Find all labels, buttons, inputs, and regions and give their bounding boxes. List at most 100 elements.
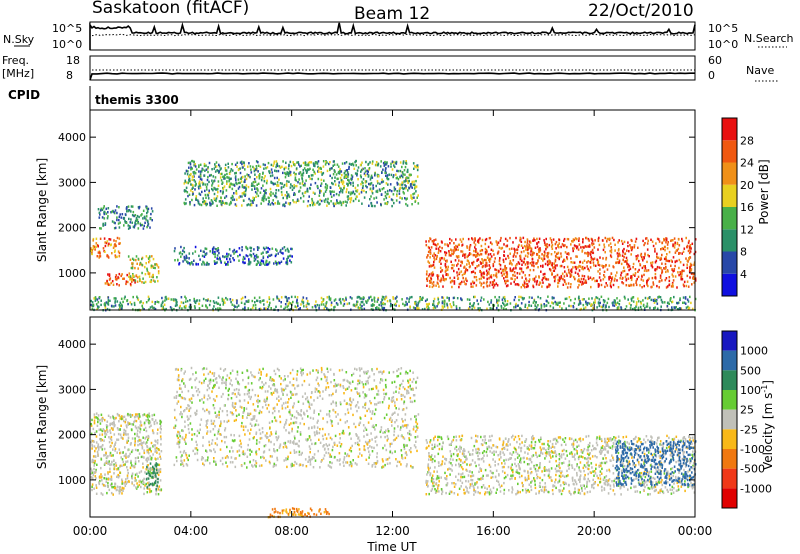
power-pixel-3077 (519, 256, 522, 259)
cpid-value: themis 3300 (95, 93, 179, 107)
power-pixel-2285 (591, 239, 594, 243)
power-pixel-107 (115, 278, 118, 281)
power-pixel-2866 (447, 265, 449, 269)
velocity-pixel-438 (142, 479, 144, 482)
power-pixel-1460 (413, 180, 415, 183)
power-pixel-3058 (563, 259, 566, 262)
velocity-pixel-832 (304, 392, 306, 395)
velocity-pixel-589 (99, 445, 101, 449)
power-pixel-2749 (527, 266, 529, 269)
power-pixel-1822 (603, 270, 606, 273)
power-pixel-3754 (164, 296, 167, 299)
power-pixel-2527 (523, 257, 526, 260)
power-pixel-1208 (234, 163, 237, 166)
power-pixel-3426 (522, 298, 524, 301)
power-pixel-100 (106, 279, 108, 283)
power-pixel-3395 (446, 304, 449, 307)
power-pixel-195 (129, 278, 131, 281)
power-pixel-2335 (625, 260, 628, 263)
power-pixel-1637 (411, 186, 413, 189)
power-pixel-1016 (343, 185, 345, 188)
power-pixel-1870 (662, 247, 665, 251)
power-pixel-3699 (421, 296, 424, 300)
power-pixel-3629 (540, 304, 543, 307)
power-pixel-2730 (563, 237, 566, 241)
power-pixel-1606 (399, 175, 401, 178)
power-pixel-2834 (647, 253, 649, 257)
power-pixel-1130 (249, 203, 252, 207)
power-pixel-2120 (488, 284, 491, 287)
power-pixel-2857 (656, 237, 659, 240)
power-pixel-290 (99, 209, 102, 212)
velocity-pixel-442 (149, 455, 151, 458)
power-pixel-562 (286, 247, 289, 251)
power-pixel-309 (128, 217, 130, 221)
power-pixel-1809 (530, 253, 532, 256)
power-pixel-2448 (527, 248, 529, 251)
power-pixel-2877 (615, 261, 618, 264)
velocity-pixel-17 (152, 431, 154, 434)
power-pixel-535 (192, 252, 194, 255)
power-pixel-1961 (535, 275, 537, 278)
power-pixel-3882 (272, 298, 275, 301)
power-pixel-987 (336, 163, 339, 166)
power-pixel-1973 (659, 274, 662, 277)
power-pixel-3221 (288, 301, 290, 304)
power-pixel-496 (185, 256, 187, 260)
power-pixel-2524 (665, 241, 667, 244)
power-pixel-1301 (340, 180, 343, 184)
power-pixel-3293 (226, 298, 229, 301)
power-pixel-316 (147, 207, 150, 211)
power-pixel-1821 (575, 245, 577, 248)
power-pixel-693 (259, 165, 262, 168)
power-pixel-4005 (694, 297, 697, 301)
power-pixel-994 (288, 180, 290, 183)
power-pixel-2099 (432, 284, 435, 287)
power-pixel-970 (338, 184, 340, 187)
velocity-pixel-533 (126, 460, 129, 463)
power-pixel-2980 (665, 237, 667, 240)
velocity-pixel-839 (177, 375, 180, 379)
power-pixel-1097 (281, 165, 283, 168)
power-pixel-3892 (333, 299, 336, 302)
power-pixel-263 (130, 210, 132, 213)
power-pixel-1820 (512, 259, 515, 262)
power-pixel-1948 (526, 251, 529, 255)
power-pixel-1540 (184, 179, 187, 182)
velocity-pixel-530 (134, 413, 137, 416)
velocity-pixel-382 (148, 419, 151, 423)
velocity-pixel-406 (149, 421, 152, 424)
power-pixel-1310 (329, 168, 331, 171)
velocity-pixel-426 (109, 416, 112, 419)
velocity-pixel-447 (121, 488, 123, 491)
power-pixel-2676 (659, 276, 662, 280)
power-pixel-545 (262, 256, 265, 260)
power-pixel-709 (273, 162, 275, 165)
power-pixel-3986 (382, 296, 385, 299)
power-pixel-3250 (677, 301, 680, 304)
power-pixel-609 (280, 190, 283, 194)
power-pixel-3948 (469, 302, 471, 306)
power-pixel-1694 (286, 194, 289, 198)
power-pixel-1750 (352, 184, 354, 187)
power-pixel-3503 (284, 303, 287, 306)
power-pixel-344 (219, 258, 221, 261)
power-pixel-787 (320, 184, 322, 187)
power-pixel-431 (211, 248, 214, 251)
power-pixel-2597 (516, 276, 518, 279)
power-pixel-3864 (91, 307, 94, 311)
power-pixel-2242 (440, 262, 442, 265)
power-pixel-334 (127, 227, 130, 230)
power-pixel-2595 (505, 284, 508, 288)
power-pixel-1862 (678, 273, 680, 277)
power-pixel-1641 (213, 197, 216, 200)
velocity-pixel-64 (137, 449, 139, 452)
velocity-pixel-561 (139, 428, 142, 431)
power-pixel-493 (246, 254, 249, 258)
power-pixel-821 (356, 174, 358, 177)
velocity-pixel-598 (151, 429, 154, 432)
power-pixel-3811 (577, 297, 580, 300)
power-pixel-2561 (643, 256, 645, 259)
power-pixel-2300 (438, 260, 441, 263)
velocity-pixel-114 (141, 445, 144, 449)
